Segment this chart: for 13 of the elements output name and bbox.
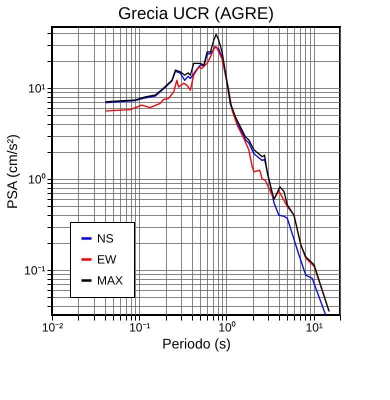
x-tick-label: 10⁻¹ — [129, 320, 150, 334]
x-axis-title: Periodo (s) — [162, 336, 231, 352]
legend-label: EW — [97, 252, 118, 266]
y-tick-label: 10⁰ — [28, 172, 46, 187]
x-tick-label: 10¹ — [306, 320, 323, 334]
y-tick-label: 10⁻¹ — [24, 264, 46, 278]
y-axis-title: PSA (cm/s²) — [4, 134, 20, 209]
legend-label: NS — [97, 232, 114, 246]
y-tick-label: 10¹ — [28, 82, 46, 96]
chart-title: Grecia UCR (AGRE) — [118, 4, 274, 23]
x-tick-label: 10⁻² — [42, 320, 64, 334]
x-tick-label: 10⁰ — [218, 320, 236, 334]
legend-label: MAX — [97, 274, 124, 288]
